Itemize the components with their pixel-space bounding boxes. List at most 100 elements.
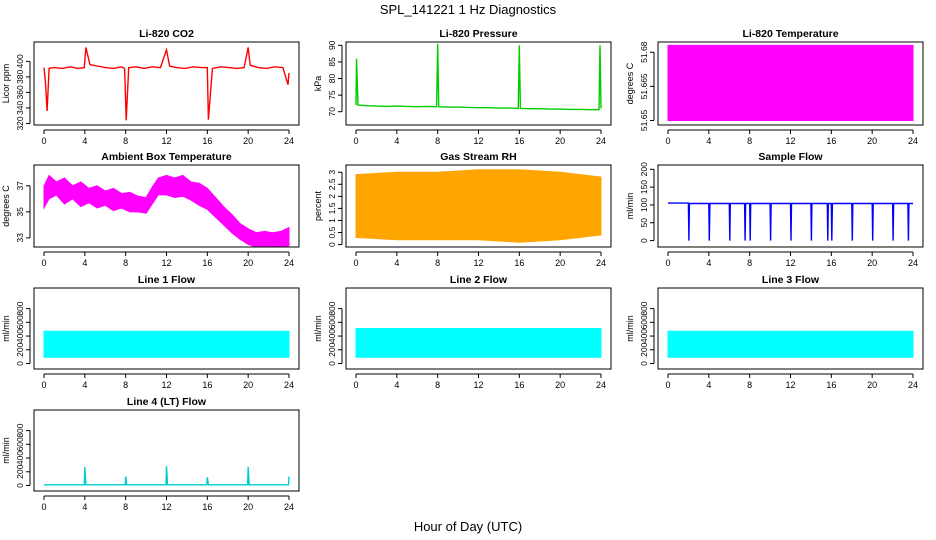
x-tick-label: 16 <box>202 136 212 146</box>
panel-temp: Li-820 Temperature 0 4 8 12 16 20 24 51.65 51.665… <box>625 28 924 146</box>
y-tick-label: 200 <box>15 464 25 478</box>
x-tick-label: 8 <box>123 502 128 512</box>
x-tick-label: 4 <box>82 380 87 390</box>
x-tick-label: 0 <box>665 380 670 390</box>
series-band <box>43 174 290 248</box>
plot-frame <box>33 41 300 126</box>
y-tick-label: 800 <box>327 301 337 315</box>
x-tick-label: 0 <box>353 258 358 268</box>
series-band <box>355 328 602 358</box>
y-tick-label: 0 <box>639 361 649 366</box>
y-tick-label: 2 <box>327 194 337 199</box>
plot-frame <box>657 287 924 370</box>
y-axis-label: ml/min <box>313 315 323 342</box>
panel-title: Line 1 Flow <box>138 274 196 286</box>
series-band <box>355 169 602 243</box>
panel-rh: Gas Stream RH 0 4 8 12 16 20 24 0 0.5 1 1.5 2 2.5 3 per… <box>313 151 612 268</box>
x-tick-label: 24 <box>908 258 918 268</box>
x-tick-label: 8 <box>123 136 128 146</box>
x-tick-label: 4 <box>394 258 399 268</box>
plot-frame <box>33 164 300 248</box>
x-tick-label: 12 <box>785 380 795 390</box>
y-tick-label: 33 <box>15 233 25 243</box>
panel-line4: Line 4 (LT) Flow 0 4 8 12 16 20 24 0 200400600800… <box>1 396 300 512</box>
plot-frame <box>345 287 612 370</box>
x-tick-label: 0 <box>41 380 46 390</box>
x-tick-label: 8 <box>747 380 752 390</box>
y-axis-label: ml/min <box>625 193 635 220</box>
y-axis-label: ml/min <box>1 315 11 342</box>
x-tick-label: 20 <box>243 136 253 146</box>
x-tick-label: 24 <box>284 380 294 390</box>
x-tick-label: 8 <box>435 136 440 146</box>
x-tick-label: 24 <box>596 136 606 146</box>
y-tick-label: 3 <box>327 170 337 175</box>
x-tick-label: 8 <box>123 380 128 390</box>
x-axis-label: Hour of Day (UTC) <box>414 519 522 534</box>
y-tick-label: 0 <box>15 483 25 488</box>
y-tick-label: 320 <box>15 116 25 130</box>
y-tick-label: 400 <box>639 329 649 343</box>
y-tick-label: 200 <box>639 342 649 356</box>
x-tick-label: 24 <box>596 380 606 390</box>
x-tick-label: 0 <box>665 258 670 268</box>
panel-title: Li-820 Temperature <box>742 28 838 40</box>
x-tick-label: 20 <box>867 258 877 268</box>
figure-title: SPL_141221 1 Hz Diagnostics <box>380 2 557 17</box>
y-tick-label: 360 <box>15 85 25 99</box>
plot-frame <box>33 287 300 370</box>
x-tick-label: 0 <box>41 136 46 146</box>
y-axis-label: degrees C <box>1 185 11 227</box>
y-tick-label: 100 <box>639 198 649 212</box>
x-tick-label: 8 <box>747 258 752 268</box>
y-tick-label: 37 <box>15 181 25 191</box>
x-tick-label: 24 <box>596 258 606 268</box>
x-tick-label: 0 <box>353 380 358 390</box>
series-band <box>667 44 914 121</box>
plot-frame <box>657 164 924 248</box>
y-tick-label: 1 <box>327 218 337 223</box>
x-tick-label: 24 <box>284 136 294 146</box>
panel-title: Line 2 Flow <box>450 274 508 286</box>
x-tick-label: 4 <box>394 136 399 146</box>
x-tick-label: 12 <box>473 258 483 268</box>
x-tick-label: 24 <box>284 502 294 512</box>
y-tick-label: 400 <box>15 54 25 68</box>
plot-frame <box>33 409 300 492</box>
y-tick-label: 800 <box>15 423 25 437</box>
y-tick-label: 600 <box>639 315 649 329</box>
y-tick-label: 400 <box>327 329 337 343</box>
x-tick-label: 24 <box>908 136 918 146</box>
y-tick-label: 0 <box>15 361 25 366</box>
y-tick-label: 0 <box>327 361 337 366</box>
x-tick-label: 4 <box>706 258 711 268</box>
x-tick-label: 4 <box>706 136 711 146</box>
x-tick-label: 20 <box>867 380 877 390</box>
y-tick-label: 400 <box>15 329 25 343</box>
x-tick-label: 20 <box>555 380 565 390</box>
series-line <box>43 47 290 121</box>
y-tick-label: 800 <box>639 301 649 315</box>
panel-title: Line 4 (LT) Flow <box>127 396 207 408</box>
panel-ambient: Ambient Box Temperature 0 4 8 12 16 20 24 33 35 37… <box>1 151 300 268</box>
x-tick-label: 24 <box>284 258 294 268</box>
x-tick-label: 20 <box>555 136 565 146</box>
x-tick-label: 0 <box>41 502 46 512</box>
x-tick-label: 8 <box>435 258 440 268</box>
y-tick-label: 400 <box>15 451 25 465</box>
x-tick-label: 20 <box>867 136 877 146</box>
x-tick-label: 4 <box>82 258 87 268</box>
y-tick-label: 340 <box>15 101 25 115</box>
y-tick-label: 51.65 <box>639 110 649 132</box>
y-axis-label: Licor ppm <box>1 64 11 104</box>
series-band <box>667 330 914 358</box>
x-tick-label: 24 <box>908 380 918 390</box>
y-tick-label: 90 <box>327 40 337 50</box>
x-tick-label: 16 <box>826 258 836 268</box>
panel-title: Li-820 Pressure <box>439 28 517 40</box>
y-axis-label: kPa <box>313 76 323 92</box>
